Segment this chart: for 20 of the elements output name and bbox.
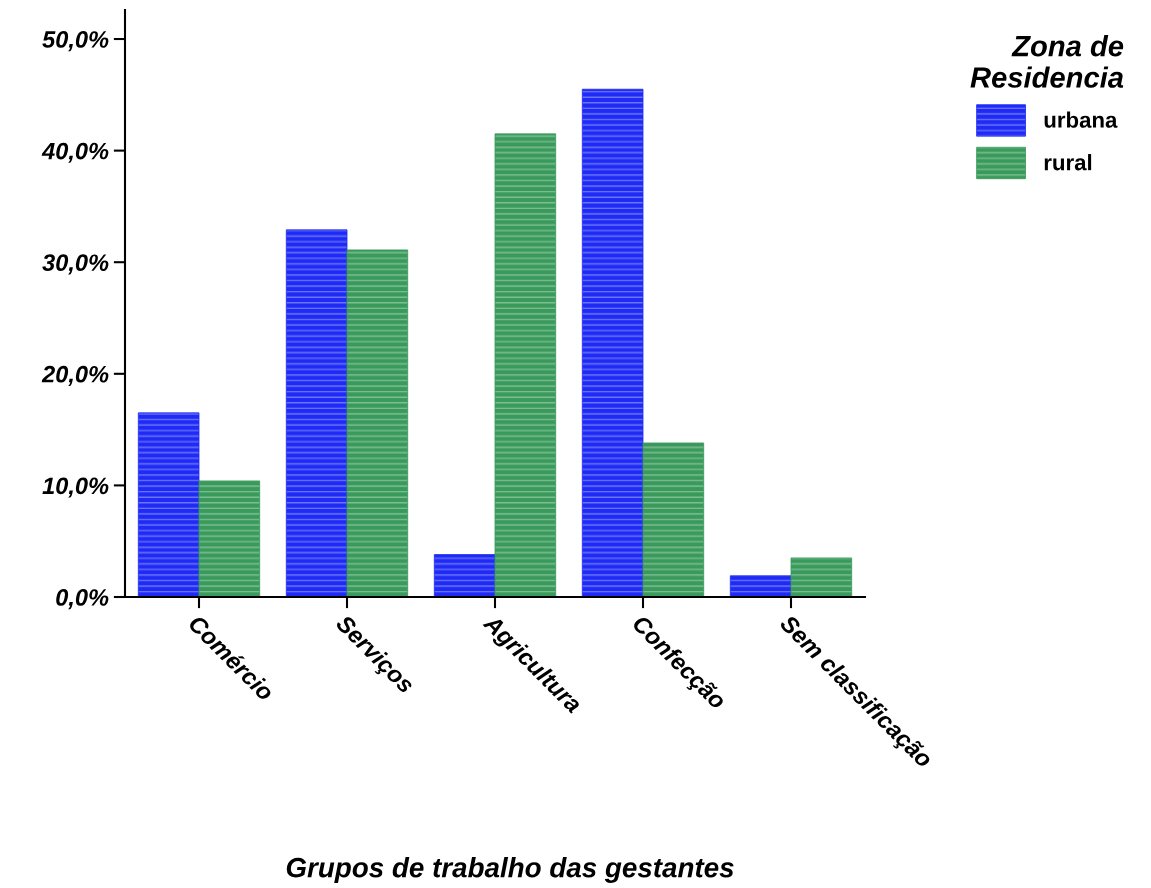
bar (729, 575, 792, 597)
y-tick-label: 40,0% (41, 142, 109, 163)
bar (494, 133, 557, 597)
y-tick-label: 0,0% (56, 589, 109, 610)
bar (433, 554, 496, 597)
legend-label: urbana (1044, 111, 1118, 128)
y-tick-label: 50,0% (42, 31, 109, 52)
bar (642, 442, 705, 597)
x-axis-title: Grupos de trabalho das gestantes (286, 857, 734, 883)
legend-title: Zona de Residencia (970, 35, 1124, 88)
y-tick-label: 30,0% (42, 254, 109, 275)
y-tick-label: 10,0% (42, 477, 109, 498)
bar (285, 229, 348, 597)
bar (137, 412, 200, 597)
bar (198, 480, 261, 597)
legend-label: rural (1044, 154, 1092, 171)
bar (790, 557, 853, 597)
y-tick-label: 20,0% (41, 365, 109, 387)
bar (581, 88, 644, 597)
bar (346, 249, 409, 597)
